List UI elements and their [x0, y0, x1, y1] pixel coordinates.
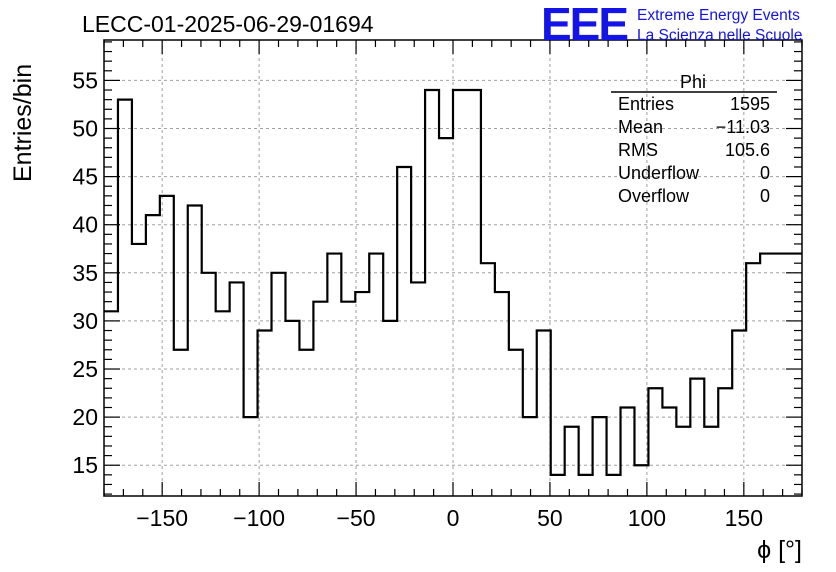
y-axis-title: Entries/bin: [9, 64, 37, 182]
logo-mark: EEE: [541, 0, 627, 50]
stats-box: Phi Entries 1595 Mean −11.03 RMS 105.6 U…: [611, 72, 777, 206]
x-tick-label: 0: [447, 505, 460, 531]
stats-value-underflow: 0: [760, 163, 770, 183]
y-tick-label: 45: [72, 164, 98, 190]
stats-label-underflow: Underflow: [618, 163, 700, 183]
eee-logo: EEE Extreme Energy Events La Scienza nel…: [541, 0, 802, 50]
y-tick-label: 40: [72, 212, 98, 238]
stats-label-overflow: Overflow: [618, 186, 690, 206]
x-tick-label: −50: [337, 505, 376, 531]
x-tick-label: −100: [233, 505, 285, 531]
axes: −150 −100 −50 0 50 100 150 15 20 25 30 35 40 45 50 55: [72, 40, 803, 531]
stats-value-entries: 1595: [730, 94, 770, 114]
x-tick-label: 100: [628, 505, 666, 531]
stats-label-mean: Mean: [618, 117, 663, 137]
y-tick-label: 50: [72, 116, 98, 142]
x-tick-label: −150: [136, 505, 188, 531]
y-tick-label: 30: [72, 308, 98, 334]
histogram-line: [104, 88, 802, 476]
chart-title: LECC-01-2025-06-29-01694: [82, 11, 374, 37]
logo-line-1: Extreme Energy Events: [637, 7, 800, 24]
y-tick-label: 25: [72, 356, 98, 382]
stats-title: Phi: [680, 72, 706, 92]
grid: [104, 40, 802, 496]
stats-label-entries: Entries: [618, 94, 674, 114]
y-tick-label: 20: [72, 404, 98, 430]
stats-label-rms: RMS: [618, 140, 658, 160]
stats-value-overflow: 0: [760, 186, 770, 206]
stats-value-rms: 105.6: [725, 140, 770, 160]
x-tick-label: 150: [725, 505, 763, 531]
y-tick-label: 15: [72, 452, 98, 478]
y-tick-label: 35: [72, 260, 98, 286]
x-axis-title: ϕ [°]: [757, 536, 802, 564]
logo-line-2: La Scienza nelle Scuole: [637, 27, 802, 44]
stats-value-mean: −11.03: [716, 117, 770, 137]
y-tick-label: 55: [72, 67, 98, 93]
x-tick-label: 50: [537, 505, 563, 531]
